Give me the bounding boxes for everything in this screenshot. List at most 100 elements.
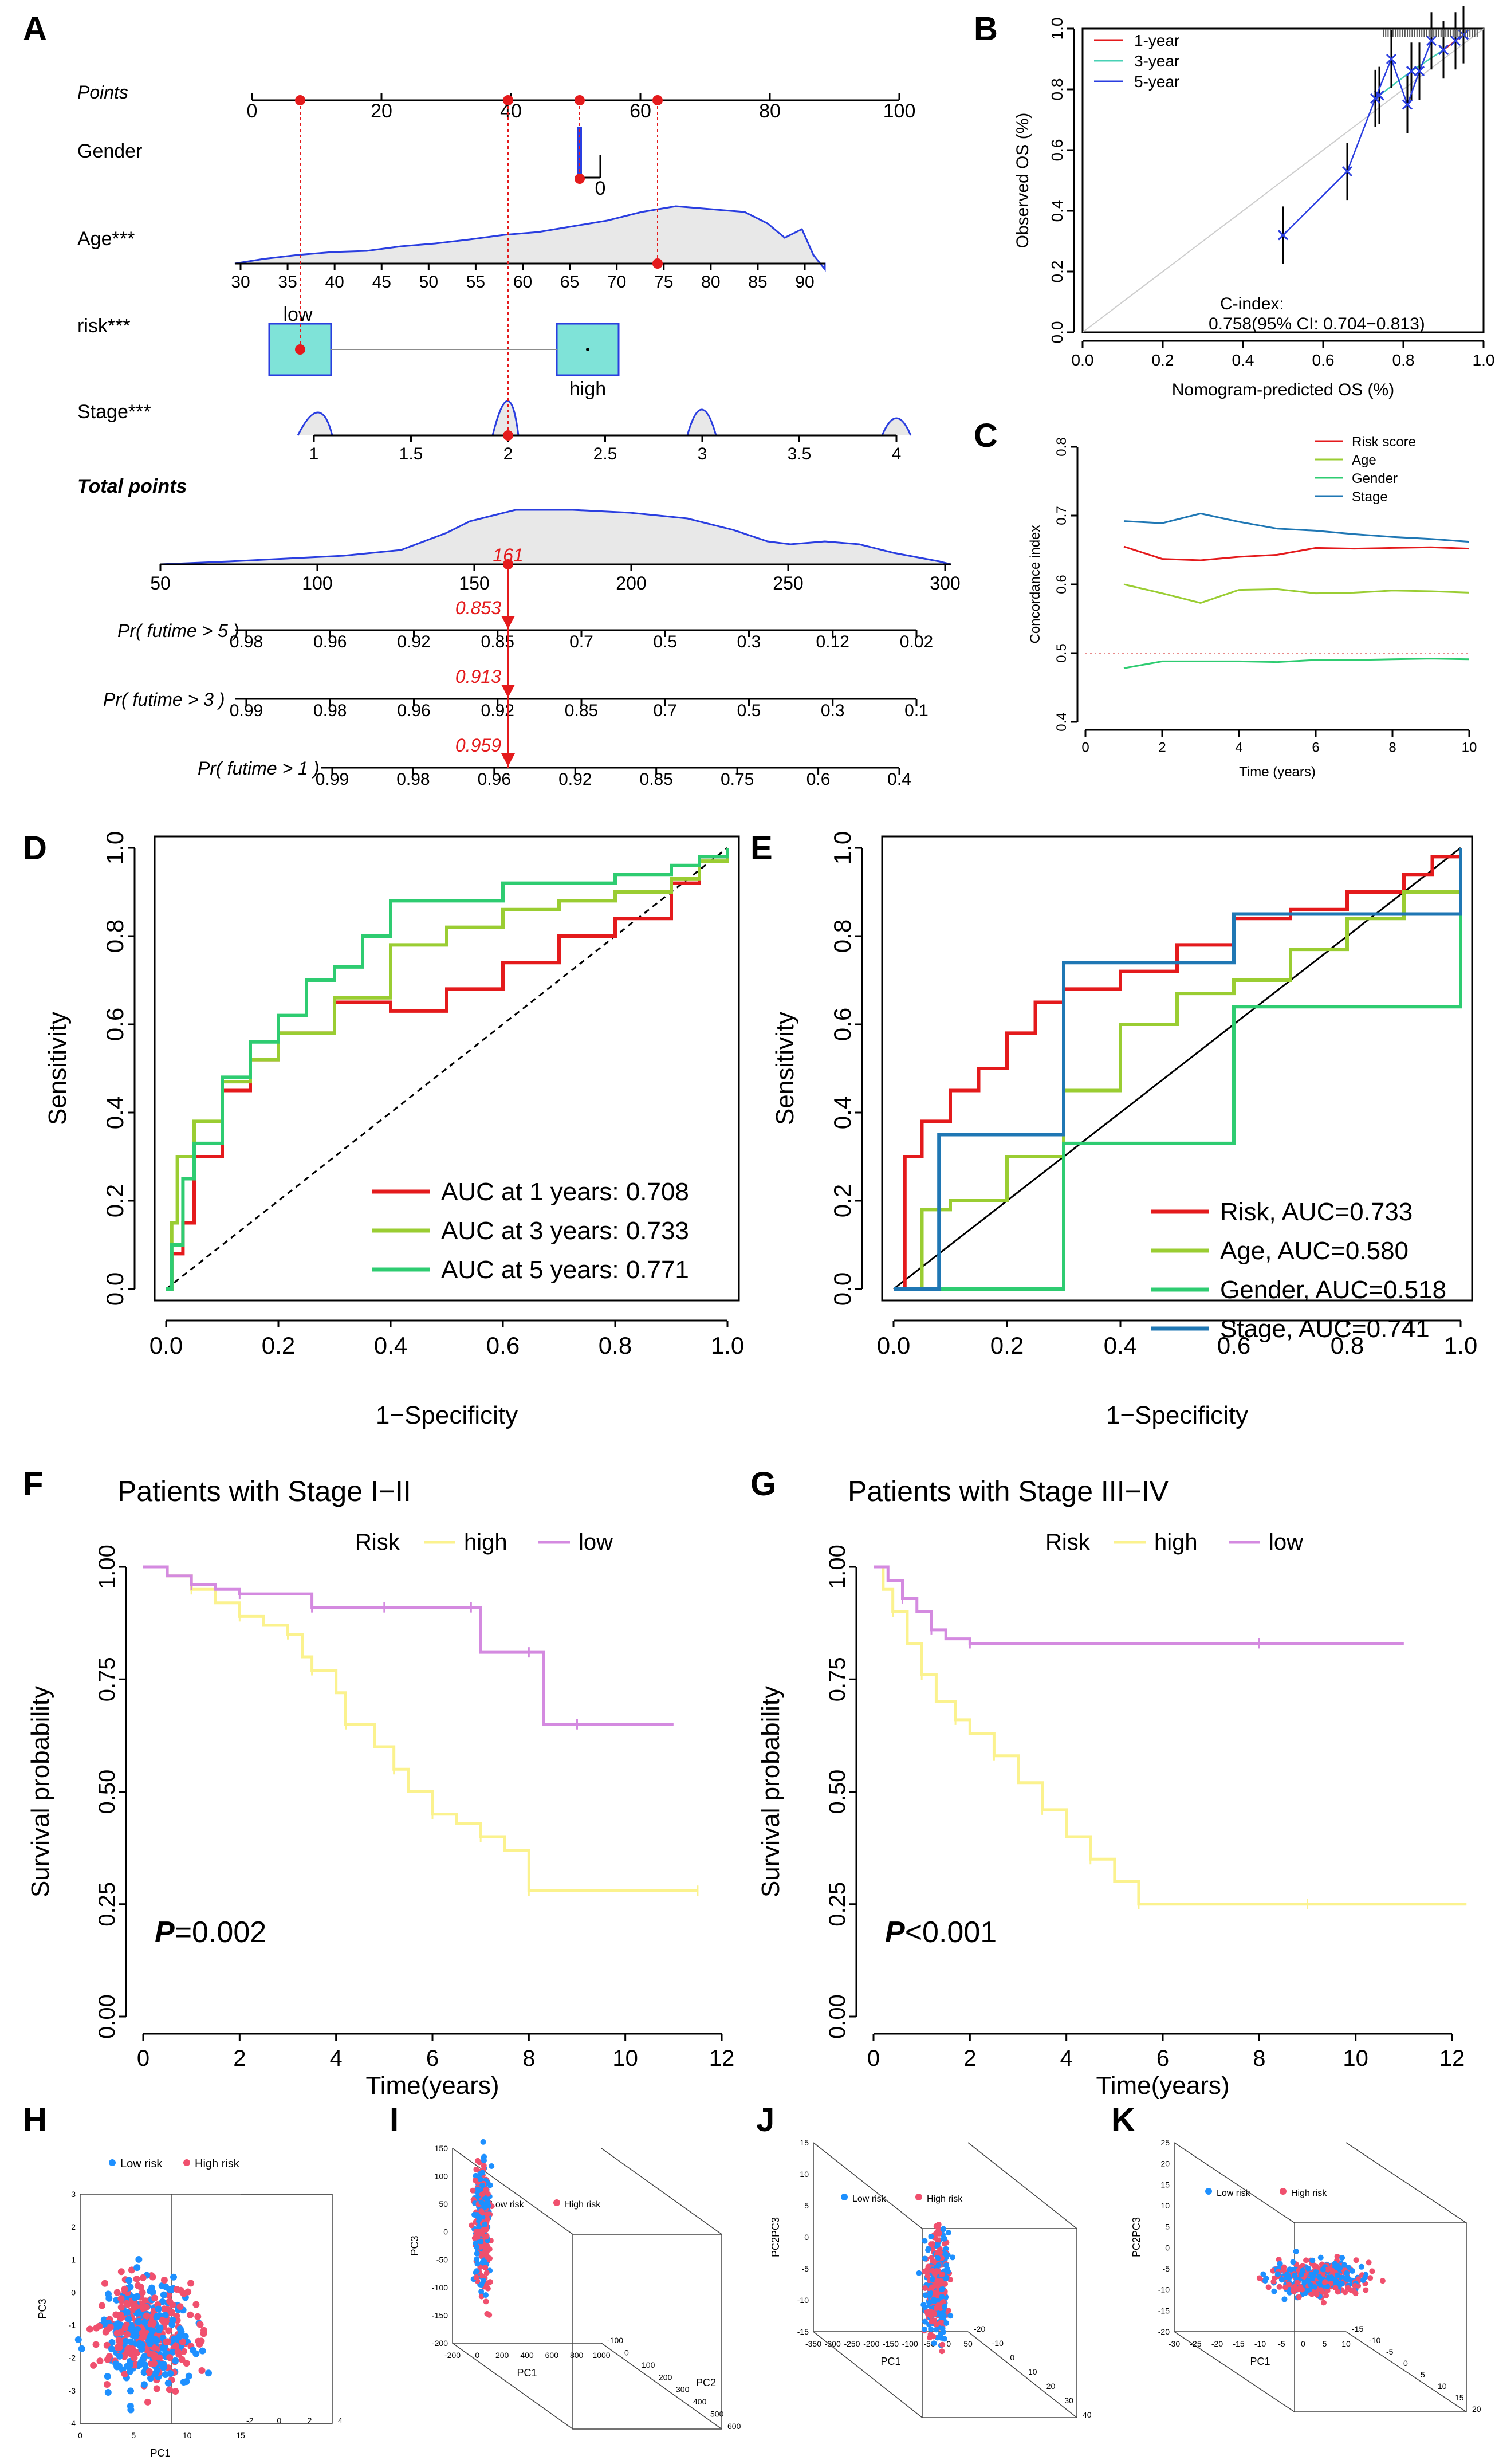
pca-point: [478, 2238, 484, 2245]
x-tick-label: -15: [1233, 2339, 1244, 2348]
pca-point: [101, 2280, 109, 2287]
pca-point: [159, 2344, 167, 2352]
pca-point: [1300, 2267, 1306, 2274]
pca-point: [78, 2345, 85, 2352]
km-title: Patients with Stage I−II: [117, 1475, 411, 1507]
cube-edges: [1174, 2142, 1467, 2412]
pca-point: [925, 2263, 931, 2270]
pca-point: [930, 2277, 936, 2283]
x-tick-label: -300: [825, 2339, 841, 2348]
y-tick-label: 0: [443, 2227, 448, 2237]
pca-point: [113, 2363, 121, 2371]
y-tick-label: 3: [71, 2190, 76, 2199]
x-tick-label: 600: [545, 2351, 559, 2360]
z-tick-label: 300: [676, 2385, 690, 2394]
pca-point: [941, 2241, 947, 2247]
cube-front-axes: [452, 2148, 601, 2344]
y-tick-label: 1.00: [95, 1545, 120, 1589]
z-axis-label: PC2: [696, 2377, 716, 2388]
total-tick-label: 50: [150, 573, 171, 594]
x-axis-label: PC1: [150, 2447, 170, 2459]
legend-label: AUC at 5 years: 0.771: [441, 1256, 689, 1284]
pca-point: [172, 2388, 179, 2395]
pca-j-panel: Low risk High risk-350 -300 -250 -200 -150 -10…: [770, 2138, 1092, 2419]
pca-point: [939, 2286, 945, 2293]
pca-point: [107, 2324, 114, 2331]
pca-point: [115, 2344, 122, 2352]
stage-tick-label: 1.5: [399, 445, 423, 463]
prob1-tick-label: 0.98: [396, 770, 430, 789]
pca-point: [1313, 2269, 1319, 2275]
y-tick-label: -5: [1163, 2264, 1170, 2273]
pca-point: [1358, 2263, 1364, 2270]
x-tick-label: 4: [1235, 740, 1242, 755]
points-tick-label: 0: [247, 100, 258, 122]
pca-point: [1352, 2290, 1359, 2297]
x-axis-label: Time(years): [365, 2072, 499, 2100]
points-tick-label: 60: [630, 100, 651, 122]
nomo-row-label: risk***: [77, 315, 131, 337]
pca-point: [1287, 2289, 1293, 2296]
pca-point: [185, 2372, 192, 2380]
pca-point: [934, 2282, 940, 2289]
pca-point: [922, 2285, 929, 2291]
points-tick-label: 20: [371, 100, 392, 122]
cube-back-face: [1294, 2222, 1467, 2412]
y-tick-label: 0.25: [825, 1882, 850, 1927]
pca-point: [940, 2226, 946, 2233]
pca-point: [482, 2292, 489, 2298]
pca-point: [931, 2297, 937, 2303]
pca-point: [134, 2325, 141, 2333]
pca-point: [146, 2340, 154, 2347]
roc-variable-panel: 0.0 0.2 0.4 0.6 0.8 1.0 0.0 0.2 0.4 0.6 0.8 1.0 Risk…: [771, 831, 1477, 1429]
x-tick-label: 0: [946, 2339, 951, 2348]
cube-back-face: [922, 2228, 1077, 2418]
panel-label-c: C: [974, 417, 998, 454]
y-tick-label: 15: [800, 2138, 809, 2147]
pca-point: [930, 2258, 937, 2265]
x-axis-label: 1−Specificity: [1106, 1401, 1248, 1429]
pca-point: [1309, 2276, 1316, 2282]
km-stage34-panel: Patients with Stage III−IV Risk high low 0 2 4…: [757, 1475, 1467, 2100]
pca-point: [1271, 2288, 1277, 2294]
stage-tick-label: 3: [698, 445, 707, 463]
pca-point: [941, 2336, 947, 2342]
nomo-guide-lines: [300, 100, 658, 435]
pca-point: [105, 2294, 113, 2302]
pca-point: [116, 2352, 123, 2360]
pca-point: [149, 2273, 156, 2281]
pca-point: [941, 2304, 947, 2310]
x-tick-label: -20: [1211, 2339, 1223, 2348]
pca-point: [160, 2364, 167, 2371]
x-tick-label: 12: [1439, 2046, 1465, 2071]
x-tick-label: 0.4: [1104, 1332, 1137, 1359]
pca-point: [945, 2230, 951, 2236]
pca-point: [487, 2255, 493, 2262]
pca-point: [947, 2313, 954, 2319]
pca-point: [487, 2279, 493, 2285]
legend-swatch: [1205, 2188, 1212, 2195]
pca-point: [117, 2295, 125, 2302]
x-tick-label: 8: [1388, 740, 1396, 755]
pca-point: [165, 2327, 172, 2335]
pca-point: [139, 2341, 146, 2349]
pca-point: [1349, 2268, 1355, 2274]
cube-front-axes: [813, 2143, 968, 2332]
pca-point: [176, 2333, 183, 2340]
pca-point: [190, 2347, 197, 2354]
pca-point: [1265, 2284, 1272, 2290]
pca-point: [921, 2326, 927, 2332]
pca-point: [1363, 2287, 1369, 2293]
x-tick-label: -5: [1278, 2339, 1285, 2348]
pca-point: [1334, 2272, 1340, 2278]
pca-point: [475, 2186, 481, 2192]
y-axis-label: PC3: [409, 2235, 420, 2255]
pca-point: [198, 2367, 206, 2374]
pca-point: [1256, 2275, 1262, 2281]
pca-point: [86, 2325, 93, 2333]
pca-point: [137, 2283, 144, 2290]
cube-edges: [452, 2148, 722, 2430]
pca-point: [1343, 2276, 1350, 2282]
cube-edges: [813, 2142, 1077, 2418]
pca-point: [122, 2338, 129, 2345]
